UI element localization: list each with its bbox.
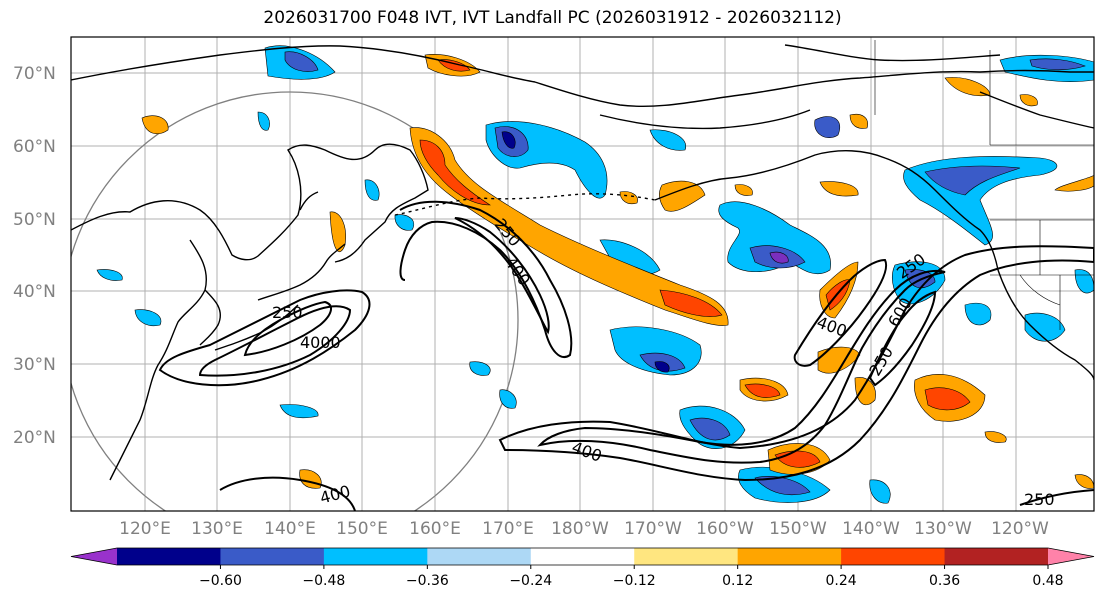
lat-label: 50°N bbox=[13, 210, 56, 230]
coastlines bbox=[71, 44, 1094, 481]
lat-label: 40°N bbox=[13, 282, 56, 302]
longitude-labels: 120°E 130°E 140°E 150°E 160°E 170°E 180°… bbox=[119, 519, 1049, 539]
landfall-region-circle bbox=[71, 91, 519, 511]
lon-label: 140°E bbox=[264, 519, 316, 539]
political-borders bbox=[874, 40, 1094, 330]
map-frame bbox=[70, 36, 1095, 512]
lon-label: 130°E bbox=[191, 519, 243, 539]
ivt-contours bbox=[158, 200, 1094, 511]
colorbar-tick-label: 0.48 bbox=[1032, 573, 1063, 589]
latitude-labels: 70°N 60°N 50°N 40°N 30°N 20°N bbox=[13, 64, 56, 448]
lon-label: 150°W bbox=[769, 519, 827, 539]
colorbar-extend-high bbox=[1048, 548, 1094, 565]
contour-label: 250 bbox=[272, 303, 303, 322]
colorbar-segment bbox=[220, 548, 325, 565]
lon-label: 150°E bbox=[336, 519, 388, 539]
colorbar-tick-label: −0.36 bbox=[406, 573, 449, 589]
lon-label: 120°E bbox=[119, 519, 171, 539]
lat-label: 60°N bbox=[13, 137, 56, 157]
colorbar-outline bbox=[70, 547, 1095, 566]
lat-label: 70°N bbox=[13, 64, 56, 84]
colorbar-tick-label: 0.24 bbox=[826, 573, 857, 589]
colorbar-tick-label: −0.12 bbox=[613, 573, 656, 589]
colorbar-segment bbox=[117, 548, 221, 565]
colorbar-tick-label: −0.48 bbox=[302, 573, 345, 589]
colorbar-segment bbox=[944, 548, 1049, 565]
colorbar-segment bbox=[737, 548, 842, 565]
colorbar-segment bbox=[427, 548, 532, 565]
colorbar-tick-labels: −0.60 −0.48 −0.36 −0.24 −0.12 0.12 0.24 0.36 0.4… bbox=[199, 565, 1064, 589]
lon-label: 140°W bbox=[842, 519, 900, 539]
gridlines bbox=[71, 37, 1094, 511]
colorbar-segment bbox=[634, 548, 739, 565]
colorbar-extend-low bbox=[71, 548, 117, 565]
colorbar-segment bbox=[323, 548, 428, 565]
lat-label: 30°N bbox=[13, 355, 56, 375]
lon-label: 170°E bbox=[482, 519, 534, 539]
contour-label: 4000 bbox=[300, 333, 341, 352]
colorbar-segment bbox=[530, 548, 635, 565]
lon-label: 160°W bbox=[696, 519, 754, 539]
lon-label: 130°W bbox=[914, 519, 972, 539]
map-title: 2026031700 F048 IVT, IVT Landfall PC (20… bbox=[263, 8, 842, 28]
colorbar-tick-label: −0.24 bbox=[509, 573, 552, 589]
contour-label: 250 bbox=[1024, 490, 1055, 509]
colorbar-segment bbox=[841, 548, 946, 565]
colorbar-tick-label: 0.12 bbox=[722, 573, 753, 589]
lon-label: 160°E bbox=[409, 519, 461, 539]
lon-label: 180°W bbox=[551, 519, 609, 539]
lat-label: 20°N bbox=[13, 428, 56, 448]
colorbar-tick-label: −0.60 bbox=[199, 573, 242, 589]
ivt-anomaly-fill bbox=[96, 45, 1094, 504]
lon-label: 120°W bbox=[991, 519, 1049, 539]
lon-label: 170°W bbox=[624, 519, 682, 539]
colorbar bbox=[70, 547, 1095, 566]
colorbar-tick-label: 0.36 bbox=[929, 573, 960, 589]
